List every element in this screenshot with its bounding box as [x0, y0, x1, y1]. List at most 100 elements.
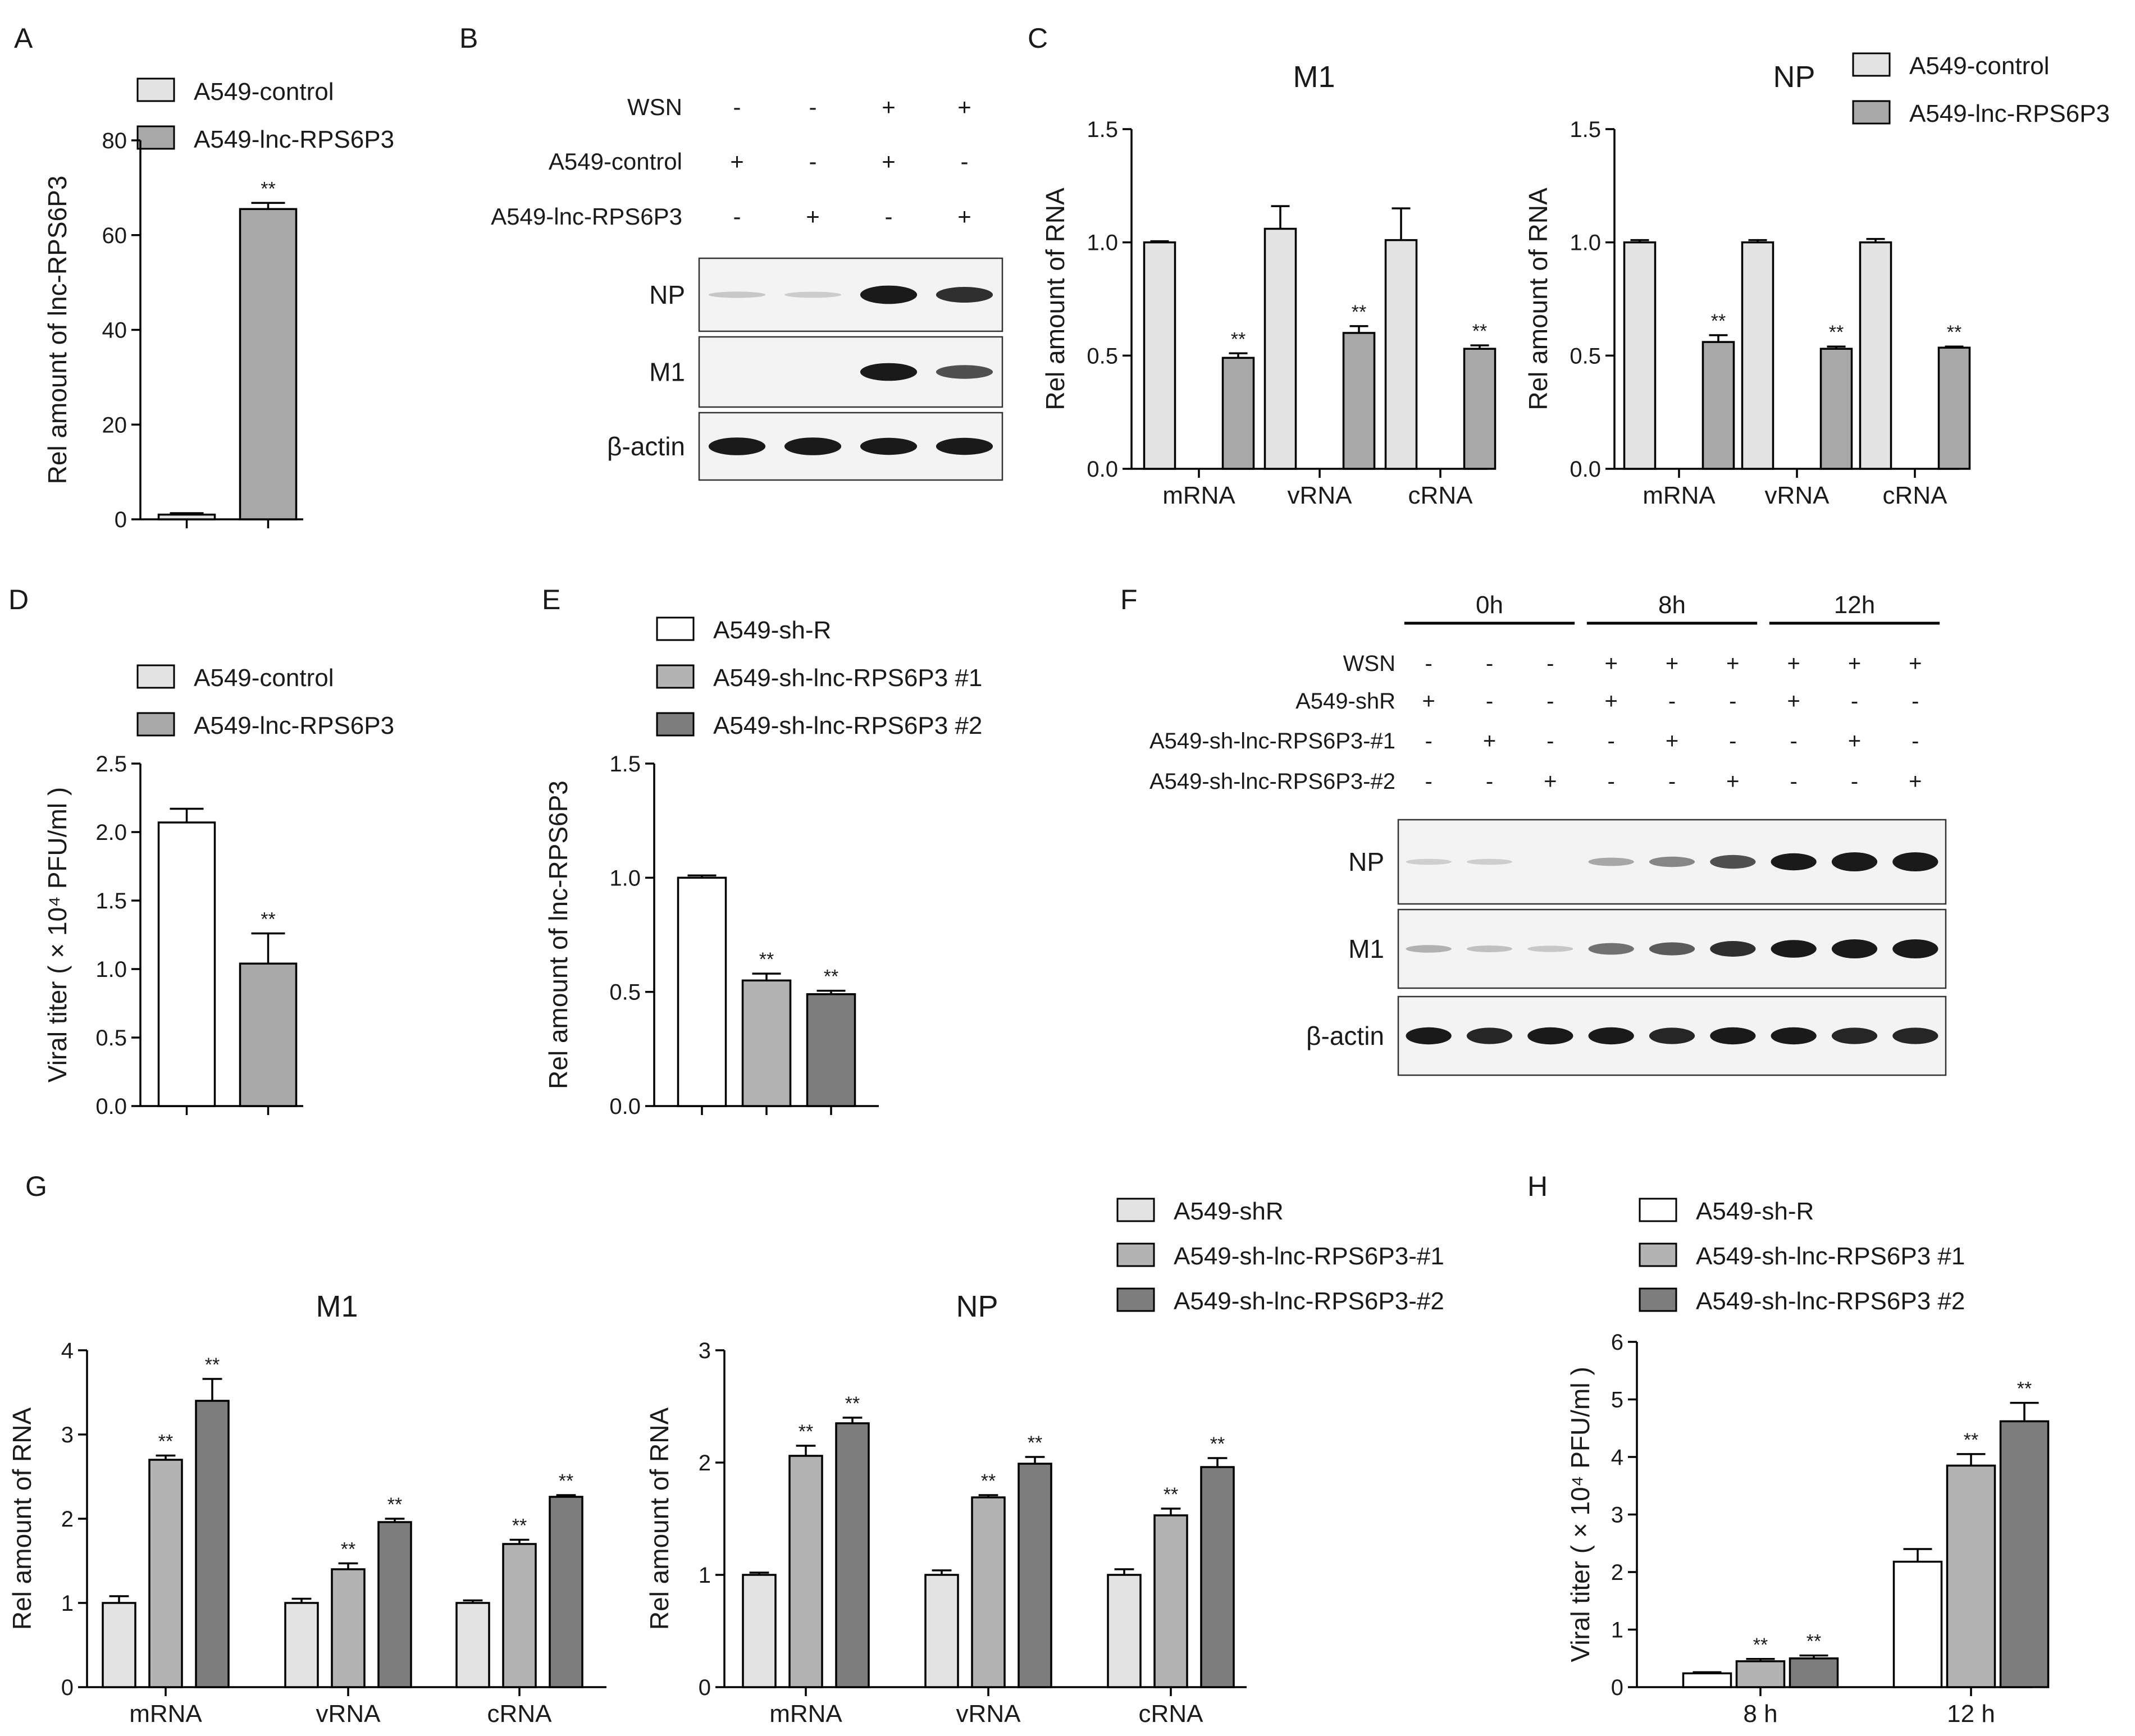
y-tick-label: 1.0 [609, 866, 641, 890]
legend-swatch [136, 77, 175, 102]
blot-band-label: M1 [1348, 934, 1384, 963]
legend-label: A549-sh-lnc-RPS6P3 #2 [1696, 1287, 1965, 1315]
y-axis-label: Rel amount of RNA [1523, 188, 1553, 410]
bar-C1-a549-lnc-rps6p3 [1463, 348, 1497, 470]
bar-H-a549-sh-r [1682, 1672, 1732, 1688]
y-tick-label: 2 [61, 1507, 74, 1532]
blot-condition-label: WSN [627, 94, 682, 120]
blot-band [1527, 945, 1573, 952]
x-tick-label: cRNA [1408, 482, 1473, 509]
legend-label: A549-control [1909, 52, 2049, 80]
y-tick-label: 1 [1611, 1618, 1623, 1643]
blot-band [1406, 858, 1452, 865]
bar-E-a549-sh-lnc-rps6p3-2 [806, 993, 856, 1107]
significance-mark: ** [799, 1421, 813, 1442]
legend-swatch [136, 712, 175, 737]
legend-H: A549-sh-R A549-sh-lnc-RPS6P3 #1 A549-sh-… [1639, 1198, 1965, 1315]
legend-swatch [1116, 1287, 1155, 1312]
legend-label: A549-sh-R [1696, 1198, 1814, 1225]
bar-H-a549-sh-lnc-rps6p3-1 [1946, 1464, 1996, 1688]
significance-mark: ** [1472, 321, 1487, 342]
y-tick-label: 0.5 [95, 1026, 127, 1050]
blot-sign: - [1851, 769, 1858, 794]
chart-H: 0 1 2 3 4 5 6 Viral titer ( × 10⁴ PFU/ml ) 8 h **… [1566, 1330, 2050, 1728]
x-tick-label: 12 h [1947, 1700, 1995, 1728]
significance-mark: ** [1028, 1432, 1042, 1454]
blot-sign: - [1729, 689, 1736, 714]
blot-sign: - [1425, 651, 1433, 676]
blot-band-label: NP [649, 280, 685, 309]
bar-G2-a549-sh-lnc-rps6p3-1 [788, 1455, 823, 1688]
bar-C1-a549-control [1263, 227, 1297, 470]
blot-sign: - [1546, 729, 1554, 753]
blot-band [1771, 1027, 1817, 1045]
legend-label: A549-control [194, 664, 334, 692]
blot-sign: - [1425, 769, 1433, 794]
bar-H-a549-sh-lnc-rps6p3-2 [1789, 1657, 1839, 1688]
y-axis-label: Rel amount of RNA [7, 1408, 37, 1630]
blot-sign: + [1848, 651, 1861, 676]
blot-sign: - [1546, 689, 1554, 714]
blot-sign: - [1486, 651, 1493, 676]
y-tick-label: 0 [699, 1675, 711, 1700]
significance-mark: ** [261, 178, 275, 199]
bar-A-a549-lnc-rps6p3 [239, 208, 298, 520]
y-tick-label: 0.0 [1570, 457, 1601, 482]
blot-sign: - [809, 94, 817, 120]
blot-sign: + [1483, 729, 1496, 753]
significance-mark: ** [1806, 1631, 1821, 1652]
legend-label: A549-sh-lnc-RPS6P3-#2 [1174, 1287, 1444, 1315]
significance-mark: ** [2017, 1378, 2032, 1400]
y-tick-label: 2 [1611, 1560, 1623, 1585]
y-tick-label: 1.0 [1087, 231, 1118, 255]
blot-band [1588, 857, 1634, 866]
blot-band [1406, 945, 1452, 953]
blot-sign: - [1608, 729, 1615, 753]
significance-mark: ** [759, 949, 774, 970]
bar-C2-a549-lnc-rps6p3 [1819, 348, 1853, 470]
blot-sign: - [1912, 689, 1919, 714]
y-tick-label: 0 [115, 508, 127, 532]
bar-G1-a549-shr [102, 1602, 136, 1688]
y-tick-label: 0.0 [95, 1094, 127, 1119]
legend-swatch [1852, 52, 1891, 77]
significance-mark: ** [981, 1470, 996, 1492]
x-tick-label: vRNA [956, 1700, 1021, 1728]
blot-sign: + [1787, 651, 1800, 676]
bar-C2-a549-control [1741, 241, 1774, 470]
blot-band [936, 365, 993, 379]
y-tick-label: 3 [61, 1423, 74, 1447]
bar-G1-a549-shr [455, 1602, 490, 1688]
blot-sign: - [733, 94, 741, 120]
blot-band-label: NP [1348, 847, 1384, 876]
panel-letter-F: F [1120, 584, 1138, 615]
western-blot-B: WSN - - + + A549-control + - + - A549-lnc-RPS6P3 - +… [491, 94, 1003, 481]
chart-A: 0 20 40 60 80 Rel amount of lnc-RPS6P3 ** [43, 129, 303, 532]
x-tick-label: 8 h [1743, 1700, 1777, 1728]
x-tick-label: vRNA [316, 1700, 381, 1728]
y-tick-label: 2.0 [95, 820, 127, 845]
blot-band [1831, 1027, 1878, 1044]
blot-band [1649, 856, 1695, 867]
chart-title-C1: M1 [1293, 60, 1335, 94]
blot-sign: - [1851, 689, 1858, 714]
y-tick-label: 2 [699, 1451, 711, 1475]
chart-title-C2: NP [1773, 60, 1815, 94]
y-tick-label: 3 [1611, 1503, 1623, 1528]
blot-sign: - [885, 203, 893, 230]
blot-sign: - [1425, 729, 1433, 753]
legend-label: A549-sh-lnc-RPS6P3 #1 [1696, 1242, 1965, 1270]
y-tick-label: 6 [1611, 1330, 1623, 1355]
bar-C2-a549-lnc-rps6p3 [1937, 346, 1971, 470]
blot-band [1892, 1027, 1938, 1044]
bar-G2-a549-sh-lnc-rps6p3-1 [971, 1496, 1006, 1688]
y-axis-label: Viral titer ( × 10⁴ PFU/ml ) [1566, 1367, 1595, 1662]
blot-sign: + [1848, 729, 1861, 753]
blot-band [1588, 943, 1634, 955]
blot-band [936, 287, 993, 303]
legend-swatch [1639, 1198, 1677, 1222]
panel-letter-A: A [14, 22, 33, 54]
legend-swatch [1639, 1242, 1677, 1267]
blot-band [1892, 852, 1938, 871]
legend-D: A549-control A549-lnc-RPS6P3 [136, 664, 394, 739]
